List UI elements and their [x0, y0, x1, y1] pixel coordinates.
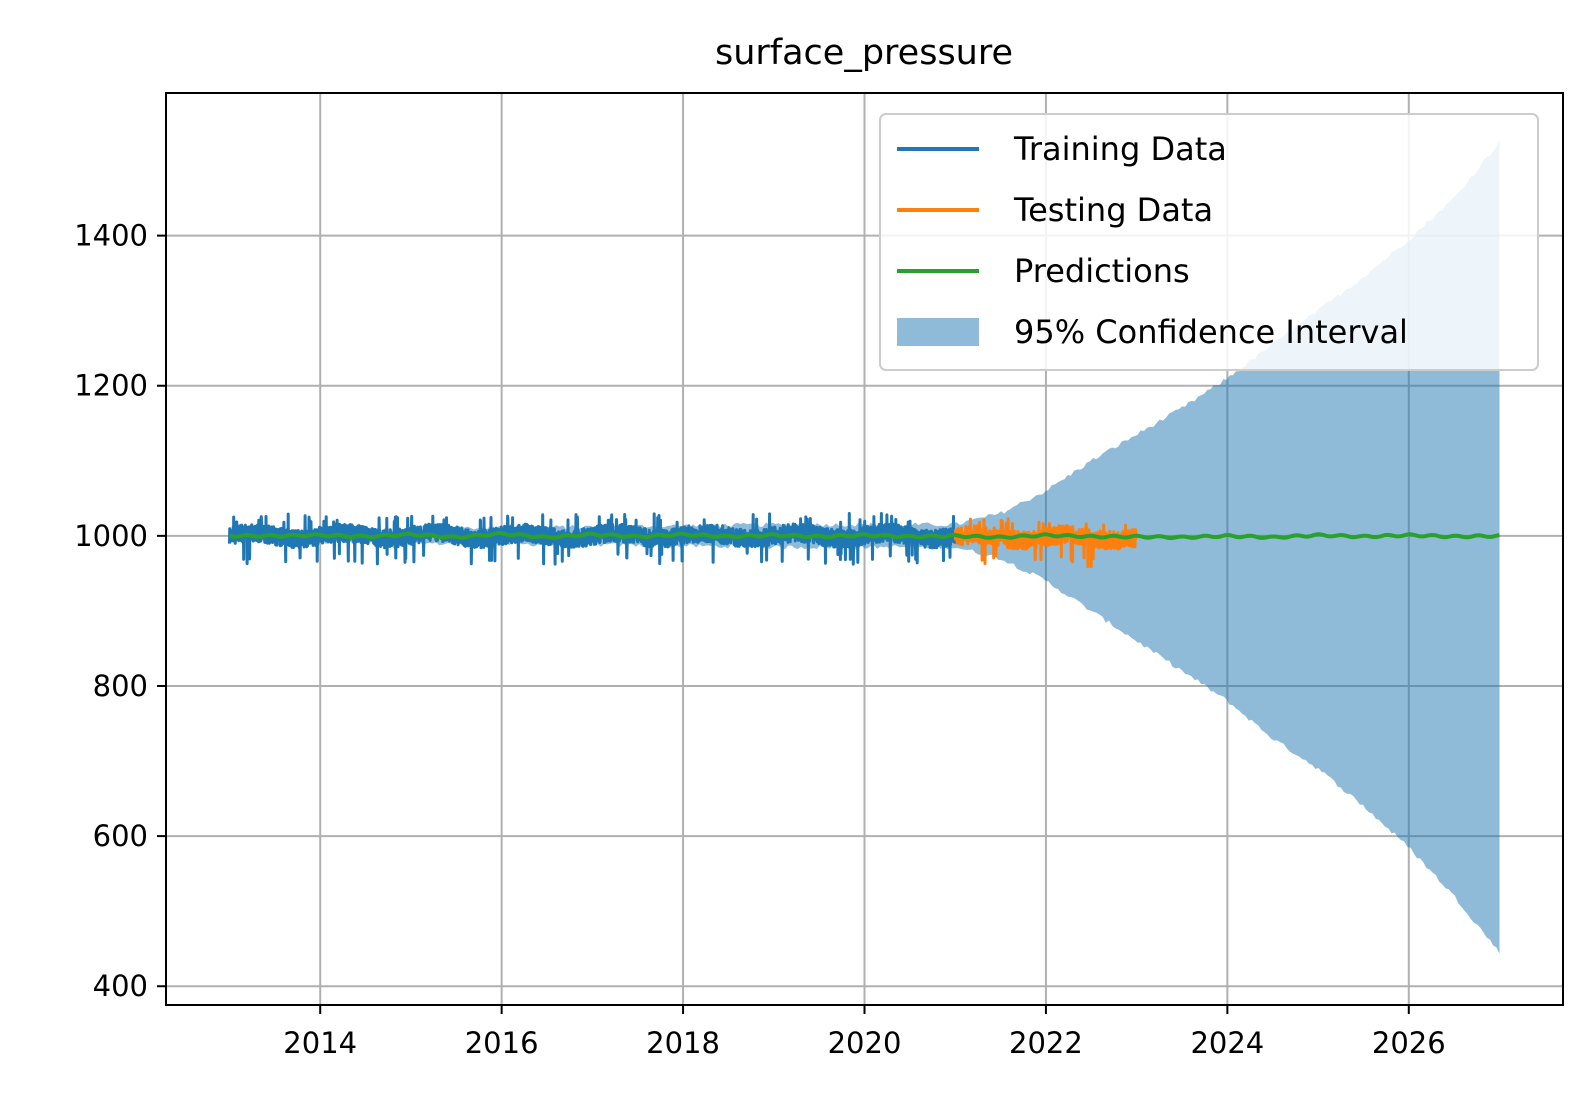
legend-box: [879, 113, 1539, 371]
legend: Training Data Testing Data Predictions 95% …: [879, 113, 1539, 371]
x-tick-label: 2016: [465, 1026, 539, 1060]
x-tick-label: 2020: [828, 1026, 902, 1060]
y-tick-label: 600: [93, 819, 148, 853]
chart-title: surface_pressure: [715, 33, 1013, 73]
y-tick-label: 1400: [74, 219, 148, 253]
y-tick-label: 800: [93, 669, 148, 703]
x-tick-label: 2022: [1009, 1026, 1083, 1060]
axis-ticks: 2014 2016 2018 2020 2022 2024 2026 400 600 800 100…: [74, 219, 1446, 1060]
x-tick-label: 2024: [1190, 1026, 1264, 1060]
legend-label: Testing Data: [1013, 191, 1213, 229]
legend-label: 95% Confidence Interval: [1014, 313, 1408, 351]
confidence-interval-band: [229, 139, 1500, 954]
x-tick-label: 2018: [646, 1026, 720, 1060]
y-tick-label: 400: [93, 969, 148, 1003]
x-tick-label: 2014: [283, 1026, 357, 1060]
y-tick-label: 1000: [74, 519, 148, 553]
series-training-data: [228, 512, 957, 566]
series-layer: [228, 512, 1500, 569]
x-tick-label: 2026: [1372, 1026, 1446, 1060]
series-predictions: [229, 531, 1500, 541]
legend-label: Predictions: [1014, 252, 1190, 290]
y-tick-label: 1200: [74, 369, 148, 403]
confidence-band-layer: [229, 139, 1500, 954]
legend-swatch: [897, 318, 979, 346]
legend-label: Training Data: [1013, 130, 1227, 168]
